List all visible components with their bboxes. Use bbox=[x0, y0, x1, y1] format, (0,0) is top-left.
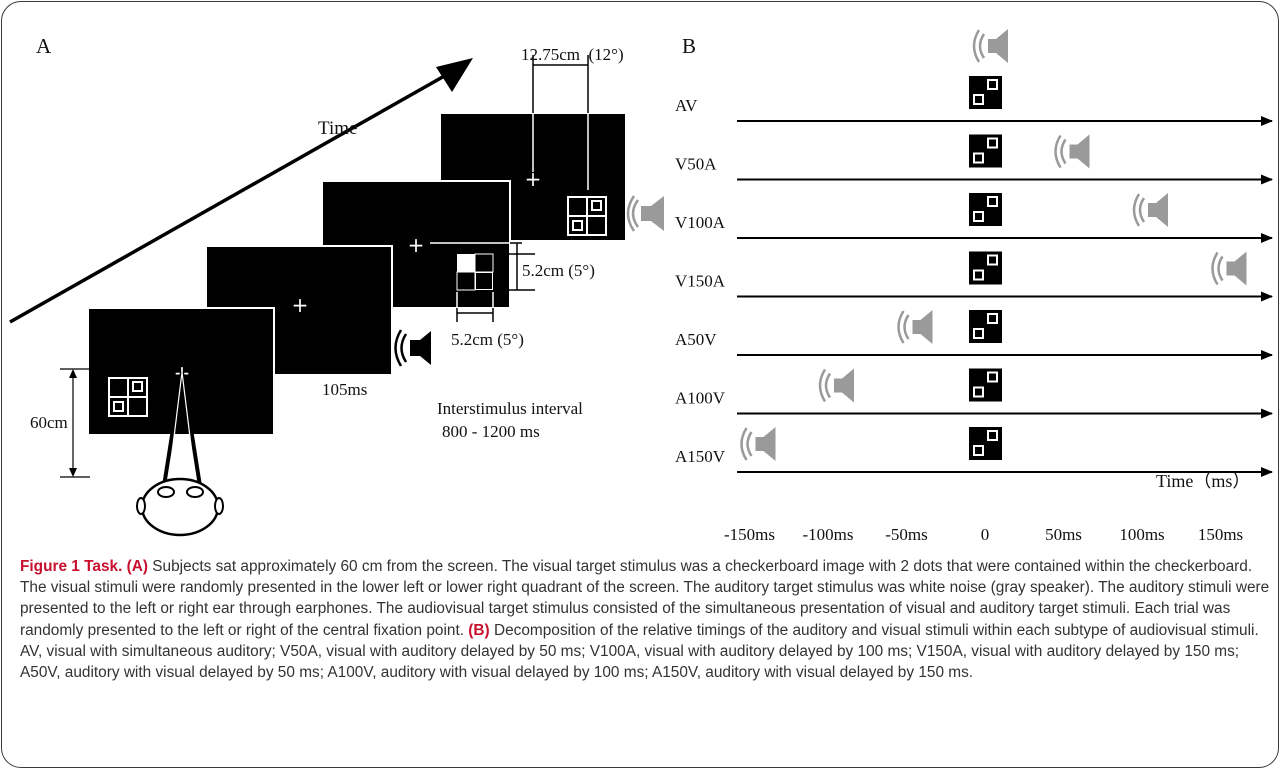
checkerboard-icon bbox=[456, 253, 494, 291]
panel-b-label: B bbox=[682, 34, 696, 58]
caption-b-tag: (B) bbox=[468, 621, 490, 639]
isi-line2: 800 - 1200 ms bbox=[442, 422, 540, 441]
time-ms-label: Time（ms） bbox=[1156, 471, 1250, 491]
time-arrow bbox=[9, 58, 473, 324]
tick-label: -150ms bbox=[724, 525, 775, 544]
row-label: AV bbox=[675, 96, 698, 115]
fixation-cross-icon: + bbox=[292, 293, 309, 317]
speaker-icon bbox=[394, 329, 431, 367]
isi-line1: Interstimulus interval bbox=[437, 399, 583, 418]
fixation-cross-icon: + bbox=[408, 233, 425, 257]
caption-a-text: Subjects sat approximately 60 cm from th… bbox=[20, 558, 1270, 639]
row-label: A100V bbox=[675, 389, 726, 408]
head-icon bbox=[136, 371, 224, 537]
speaker-icon bbox=[818, 368, 854, 403]
size-h-label: 5.2cm (5°) bbox=[451, 330, 524, 349]
caption-a-tag: (A) bbox=[126, 558, 149, 575]
tick-label: 150ms bbox=[1198, 525, 1243, 544]
time-label: Time bbox=[318, 118, 357, 139]
tick-label: 100ms bbox=[1119, 525, 1164, 544]
speaker-icon bbox=[972, 29, 1008, 63]
checkerboard-icon bbox=[969, 76, 1002, 109]
checkerboard-icon bbox=[969, 193, 1002, 226]
fixation-cross-icon: + bbox=[525, 167, 542, 191]
eccentricity-dimension bbox=[532, 55, 589, 113]
speaker-icon bbox=[740, 427, 776, 461]
distance-dimension bbox=[60, 368, 90, 478]
tick-label: -100ms bbox=[803, 525, 854, 544]
timeline-rows: AV V50A V100A V150A A50V A100V A150V bbox=[675, 29, 1273, 477]
row-label: V50A bbox=[675, 155, 717, 174]
caption-b-text: Decomposition of the relative timings of… bbox=[20, 621, 1259, 682]
speaker-icon bbox=[1132, 193, 1168, 227]
speaker-icon bbox=[897, 310, 933, 344]
tick-label: 0 bbox=[981, 525, 990, 544]
row-label: A50V bbox=[675, 330, 717, 349]
row-label: V100A bbox=[675, 213, 726, 232]
size-v-label: 5.2cm (5°) bbox=[522, 261, 595, 280]
figure-graphic: A Time + 12.75cm (12°) + bbox=[9, 29, 1273, 544]
screen-1: + bbox=[87, 307, 275, 436]
checkerboard-icon bbox=[969, 368, 1002, 402]
figure-caption: Figure 1 Task. (A) Subjects sat approxim… bbox=[20, 556, 1270, 683]
tick-label: -50ms bbox=[885, 525, 928, 544]
speaker-icon bbox=[1054, 134, 1090, 169]
speaker-icon bbox=[626, 195, 664, 232]
eccentricity-label: 12.75cm (12°) bbox=[521, 45, 624, 64]
duration-label: 105ms bbox=[322, 380, 367, 399]
row-label: V150A bbox=[675, 272, 726, 291]
speaker-icon bbox=[1211, 251, 1247, 286]
size-dimension-v bbox=[500, 242, 535, 291]
checkerboard-icon bbox=[108, 377, 148, 417]
checkerboard-icon bbox=[969, 427, 1002, 460]
checkerboard-icon bbox=[969, 310, 1002, 343]
size-dimension-h bbox=[456, 308, 494, 322]
row-label: A150V bbox=[675, 447, 726, 466]
checkerboard-icon bbox=[969, 251, 1002, 285]
tick-labels: -150ms -100ms -50ms 0 50ms 100ms 150ms bbox=[724, 525, 1243, 544]
tick-label: 50ms bbox=[1045, 525, 1082, 544]
panel-a-label: A bbox=[36, 34, 52, 58]
checkerboard-icon bbox=[969, 134, 1002, 168]
checkerboard-icon bbox=[567, 196, 607, 236]
caption-title: Figure 1 Task. bbox=[20, 558, 123, 575]
distance-label: 60cm bbox=[30, 413, 68, 432]
